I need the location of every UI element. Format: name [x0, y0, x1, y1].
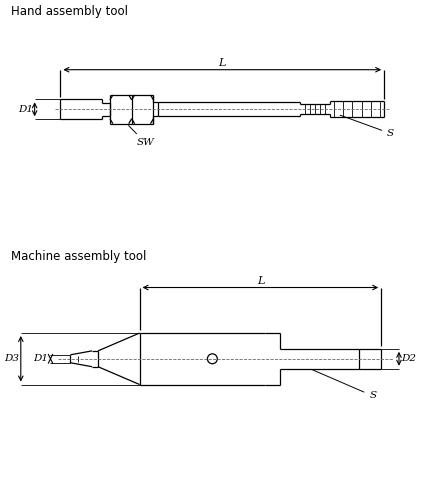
Text: L: L: [257, 275, 264, 285]
Text: S: S: [313, 370, 376, 401]
Text: D1: D1: [34, 354, 48, 363]
Text: L: L: [218, 58, 226, 68]
Text: D2: D2: [401, 354, 416, 363]
Text: D1: D1: [18, 105, 33, 114]
Text: D3: D3: [4, 354, 19, 363]
Text: SW: SW: [129, 126, 154, 147]
Text: Machine assembly tool: Machine assembly tool: [11, 250, 146, 263]
Text: S: S: [340, 115, 394, 138]
Text: Hand assembly tool: Hand assembly tool: [11, 5, 128, 18]
